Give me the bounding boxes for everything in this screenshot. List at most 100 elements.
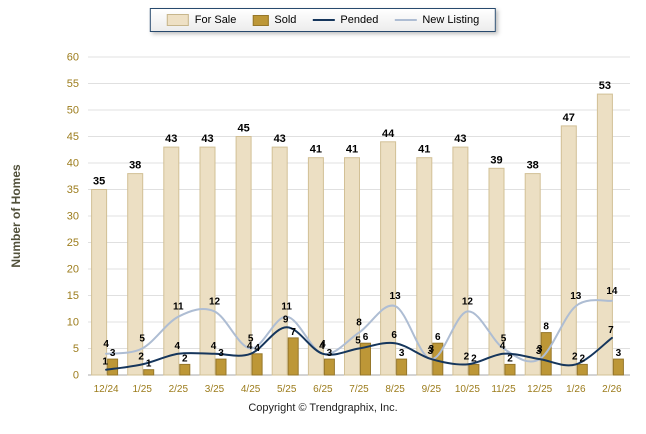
sold-swatch-icon: [252, 14, 269, 26]
for-sale-bars: [91, 93, 613, 376]
svg-text:5: 5: [501, 334, 507, 345]
svg-text:35: 35: [93, 176, 105, 188]
svg-text:6: 6: [391, 330, 397, 341]
svg-text:20: 20: [67, 264, 79, 276]
svg-text:8: 8: [543, 322, 549, 333]
svg-text:3/25: 3/25: [205, 384, 225, 395]
svg-text:0: 0: [73, 370, 79, 382]
copyright-text: Copyright © Trendgraphix, Inc.: [248, 402, 398, 414]
svg-text:43: 43: [165, 133, 177, 145]
svg-text:2: 2: [138, 351, 144, 362]
svg-text:12: 12: [209, 296, 221, 307]
svg-text:6: 6: [363, 332, 369, 343]
svg-text:4: 4: [103, 339, 109, 350]
svg-text:39: 39: [490, 154, 502, 166]
svg-text:40: 40: [67, 158, 79, 170]
svg-text:3: 3: [537, 344, 543, 355]
svg-text:55: 55: [67, 78, 79, 90]
svg-text:2: 2: [580, 353, 586, 364]
svg-text:3: 3: [536, 346, 542, 357]
svg-text:60: 60: [67, 52, 79, 64]
svg-text:3: 3: [218, 348, 224, 359]
svg-text:2: 2: [471, 353, 477, 364]
legend-label-sold: Sold: [274, 14, 297, 26]
svg-text:41: 41: [346, 144, 358, 156]
legend-item-new-listing: New Listing: [394, 14, 479, 26]
svg-text:6/25: 6/25: [313, 384, 333, 395]
svg-text:44: 44: [382, 128, 395, 140]
svg-text:2/26: 2/26: [602, 384, 622, 395]
svg-text:5: 5: [73, 343, 79, 355]
chart-legend: For Sale Sold Pended New Listing: [149, 8, 497, 32]
svg-text:11: 11: [281, 302, 292, 313]
svg-text:13: 13: [390, 291, 402, 302]
svg-text:35: 35: [67, 184, 79, 196]
svg-text:41: 41: [310, 144, 322, 156]
new-listing-line: [105, 299, 613, 363]
svg-text:2/25: 2/25: [169, 384, 189, 395]
legend-label-new-listing: New Listing: [422, 14, 480, 26]
svg-text:2: 2: [464, 351, 470, 362]
svg-text:10/25: 10/25: [455, 384, 480, 395]
svg-text:6: 6: [435, 332, 441, 343]
pended-line: [105, 326, 613, 371]
svg-text:11: 11: [173, 302, 184, 313]
svg-text:7: 7: [290, 327, 296, 338]
svg-text:12/24: 12/24: [94, 384, 119, 395]
svg-text:43: 43: [201, 133, 213, 145]
svg-text:1/25: 1/25: [132, 384, 152, 395]
legend-item-pended: Pended: [312, 14, 378, 26]
svg-text:3: 3: [327, 348, 333, 359]
svg-text:2: 2: [572, 351, 578, 362]
legend-label-pended: Pended: [340, 14, 379, 26]
svg-text:8: 8: [356, 318, 362, 329]
svg-text:4: 4: [500, 341, 506, 352]
svg-text:47: 47: [563, 112, 575, 124]
svg-text:7: 7: [608, 325, 614, 336]
svg-text:8/25: 8/25: [385, 384, 405, 395]
legend-item-for-sale: For Sale: [166, 14, 237, 26]
svg-text:2: 2: [182, 353, 188, 364]
svg-text:41: 41: [418, 144, 430, 156]
legend-label-for-sale: For Sale: [194, 14, 237, 26]
svg-text:53: 53: [599, 80, 611, 92]
svg-text:4: 4: [319, 341, 325, 352]
svg-text:43: 43: [454, 133, 466, 145]
svg-text:30: 30: [67, 211, 79, 223]
svg-text:43: 43: [274, 133, 286, 145]
x-axis-labels: 12/24 1/25 2/25 3/25 4/25 5/25 6/25 7/25 8/25 9/2…: [94, 384, 622, 395]
svg-text:5: 5: [355, 336, 361, 347]
svg-text:3: 3: [429, 344, 435, 355]
svg-text:1: 1: [102, 357, 108, 368]
svg-text:4: 4: [175, 341, 181, 352]
svg-text:38: 38: [129, 160, 141, 172]
new-listing-line-swatch-icon: [394, 19, 417, 21]
svg-text:2: 2: [507, 353, 513, 364]
svg-text:11/25: 11/25: [491, 384, 516, 395]
y-axis-ticks: 0 5 10 15 20 25 30 35 40 45 50 55 60: [67, 52, 79, 382]
svg-text:4: 4: [247, 341, 253, 352]
svg-text:9: 9: [283, 314, 289, 325]
svg-text:10: 10: [67, 317, 79, 329]
y-axis-title: Number of Homes: [9, 164, 23, 268]
svg-text:4: 4: [211, 341, 217, 352]
svg-text:5/25: 5/25: [277, 384, 297, 395]
svg-text:13: 13: [570, 291, 582, 302]
svg-text:12: 12: [462, 296, 474, 307]
svg-text:38: 38: [527, 160, 539, 172]
legend-item-sold: Sold: [252, 14, 296, 26]
for-sale-swatch-icon: [166, 14, 189, 26]
svg-text:45: 45: [237, 123, 249, 135]
svg-text:45: 45: [67, 131, 79, 143]
svg-text:7/25: 7/25: [349, 384, 369, 395]
pended-line-swatch-icon: [312, 19, 335, 21]
svg-text:5: 5: [248, 334, 254, 345]
svg-text:3: 3: [428, 346, 434, 357]
svg-text:50: 50: [67, 105, 79, 117]
svg-text:14: 14: [606, 286, 618, 297]
svg-text:1/26: 1/26: [566, 384, 586, 395]
svg-text:12/25: 12/25: [527, 384, 552, 395]
svg-text:1: 1: [146, 359, 152, 370]
